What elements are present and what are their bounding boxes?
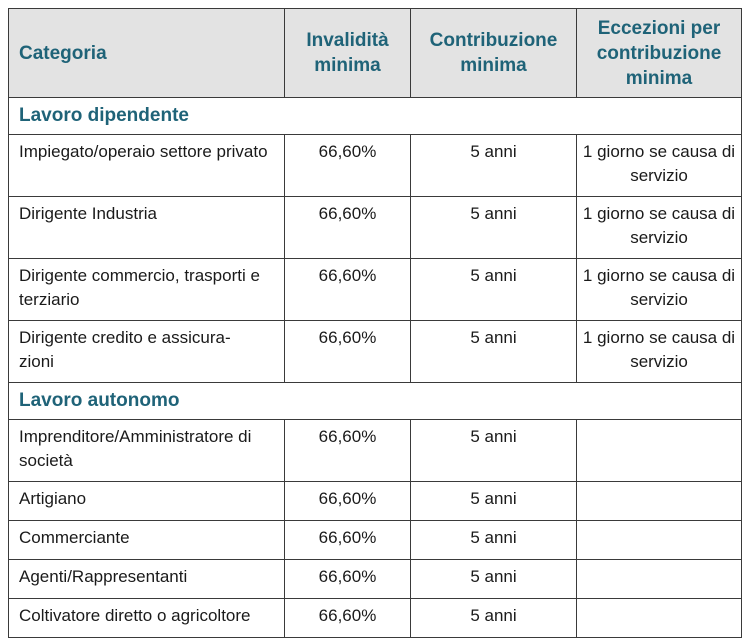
cell-eccezioni: 1 giorno se causa di servizio — [576, 134, 742, 197]
cell-invalidita: 66,60% — [284, 598, 411, 638]
header-row: Categoria Invalidità minima Contribuzione… — [8, 8, 742, 98]
table-row: Commerciante 66,60% 5 anni — [8, 520, 742, 560]
cell-eccezioni — [576, 598, 742, 638]
section-row: Lavoro autonomo — [8, 382, 742, 420]
cell-invalidita: 66,60% — [284, 258, 411, 321]
cell-contribuzione: 5 anni — [410, 320, 577, 383]
cell-eccezioni: 1 giorno se causa di servizio — [576, 196, 742, 259]
section-row: Lavoro dipendente — [8, 97, 742, 135]
table-row: Artigiano 66,60% 5 anni — [8, 481, 742, 521]
table-row: Coltivatore diretto o agricoltore 66,60%… — [8, 598, 742, 638]
cell-eccezioni: 1 giorno se causa di servizio — [576, 320, 742, 383]
cell-categoria: Impiegato/operaio settore privato — [8, 134, 285, 197]
cell-categoria: Dirigente commercio, trasporti e terziar… — [8, 258, 285, 321]
cell-contribuzione: 5 anni — [410, 481, 577, 521]
cell-contribuzione: 5 anni — [410, 520, 577, 560]
cell-categoria: Commerciante — [8, 520, 285, 560]
cell-eccezioni: 1 giorno se causa di servizio — [576, 258, 742, 321]
cell-contribuzione: 5 anni — [410, 258, 577, 321]
header-contribuzione: Contribuzione minima — [410, 8, 577, 98]
table-row: Dirigente credito e assicura-zioni 66,60… — [8, 320, 742, 383]
cell-invalidita: 66,60% — [284, 320, 411, 383]
cell-contribuzione: 5 anni — [410, 598, 577, 638]
cell-categoria: Artigiano — [8, 481, 285, 521]
cell-categoria: Dirigente Industria — [8, 196, 285, 259]
cell-eccezioni — [576, 559, 742, 599]
cell-contribuzione: 5 anni — [410, 419, 577, 482]
table-row: Dirigente commercio, trasporti e terziar… — [8, 258, 742, 321]
section-title: Lavoro autonomo — [8, 382, 742, 420]
cell-invalidita: 66,60% — [284, 419, 411, 482]
cell-categoria: Imprenditore/Amministratore di società — [8, 419, 285, 482]
cell-contribuzione: 5 anni — [410, 134, 577, 197]
table-row: Agenti/Rappresentanti 66,60% 5 anni — [8, 559, 742, 599]
cell-invalidita: 66,60% — [284, 559, 411, 599]
header-invalidita: Invalidità minima — [284, 8, 411, 98]
cell-invalidita: 66,60% — [284, 134, 411, 197]
section-title: Lavoro dipendente — [8, 97, 742, 135]
cell-contribuzione: 5 anni — [410, 559, 577, 599]
cell-categoria: Agenti/Rappresentanti — [8, 559, 285, 599]
cell-categoria: Coltivatore diretto o agricoltore — [8, 598, 285, 638]
cell-categoria: Dirigente credito e assicura-zioni — [8, 320, 285, 383]
cell-eccezioni — [576, 481, 742, 521]
table-row: Dirigente Industria 66,60% 5 anni 1 gior… — [8, 196, 742, 259]
cell-eccezioni — [576, 520, 742, 560]
cell-invalidita: 66,60% — [284, 520, 411, 560]
cell-eccezioni — [576, 419, 742, 482]
requirements-table: Categoria Invalidità minima Contribuzione… — [8, 8, 742, 638]
header-categoria: Categoria — [8, 8, 285, 98]
cell-invalidita: 66,60% — [284, 196, 411, 259]
cell-contribuzione: 5 anni — [410, 196, 577, 259]
cell-invalidita: 66,60% — [284, 481, 411, 521]
header-eccezioni: Eccezioni per contribuzione minima — [576, 8, 742, 98]
table-row: Imprenditore/Amministratore di società 6… — [8, 419, 742, 482]
table-row: Impiegato/operaio settore privato 66,60%… — [8, 134, 742, 197]
